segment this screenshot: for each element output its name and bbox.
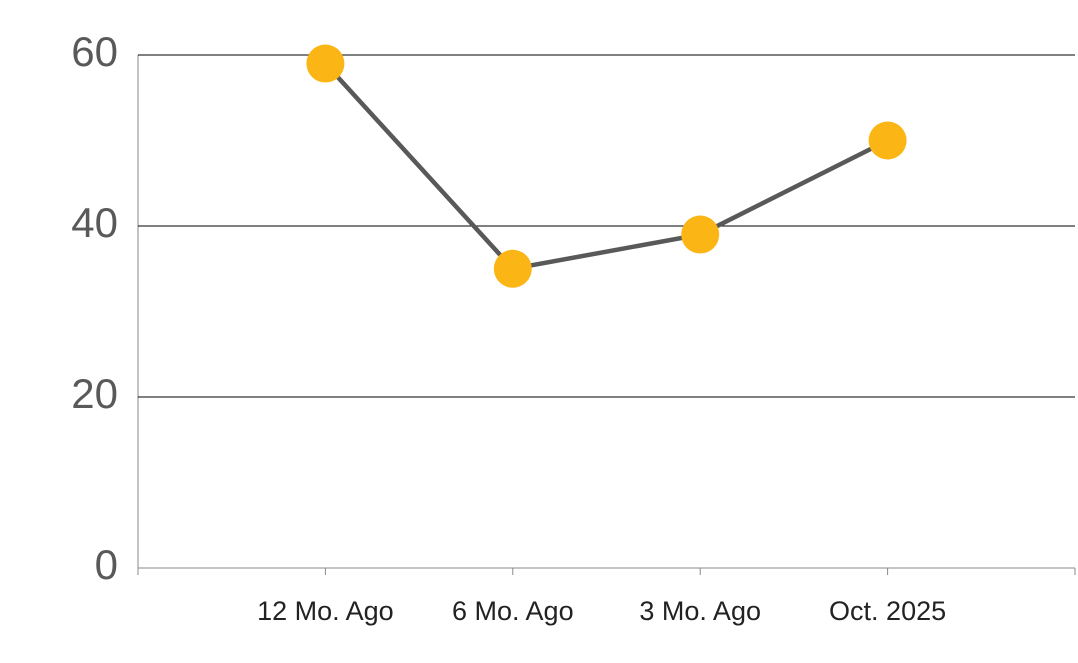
- marker: [306, 44, 345, 83]
- marker: [493, 249, 532, 288]
- y-tick-label: 40: [71, 199, 118, 246]
- marker: [868, 121, 907, 160]
- x-tick-label: 6 Mo. Ago: [452, 596, 574, 626]
- x-tick-label: 12 Mo. Ago: [257, 596, 394, 626]
- x-tick-label: Oct. 2025: [829, 596, 946, 626]
- x-tick-label: 3 Mo. Ago: [639, 596, 761, 626]
- marker: [681, 215, 720, 254]
- series-line: [323, 62, 889, 272]
- y-tick-label: 60: [71, 28, 118, 75]
- y-tick-label: 20: [71, 370, 118, 417]
- y-tick-label: 0: [95, 541, 118, 588]
